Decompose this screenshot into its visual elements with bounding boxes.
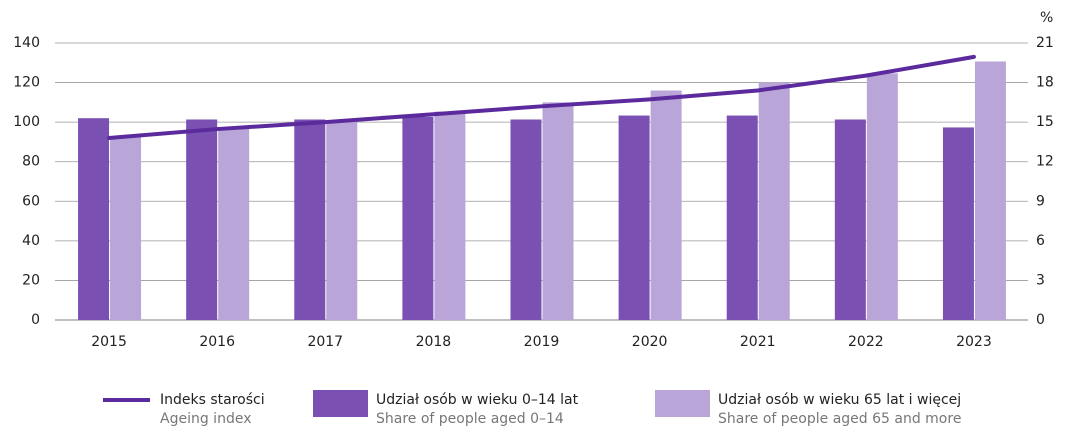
- legend-swatch: [313, 390, 368, 417]
- bar: [110, 136, 142, 320]
- y-tick-label: 0: [31, 312, 40, 328]
- bar: [218, 128, 250, 320]
- y2-tick-label: 21: [1036, 35, 1054, 51]
- bar: [402, 116, 434, 320]
- bar: [326, 120, 358, 320]
- legend-swatch: [655, 390, 710, 417]
- bar: [726, 115, 758, 320]
- x-tick-label: 2018: [416, 334, 452, 350]
- legend-label: Indeks starości: [160, 392, 265, 408]
- y-tick-label: 60: [22, 193, 40, 209]
- legend-label: Udział osób w wieku 65 lat i więcej: [718, 392, 961, 408]
- bar: [866, 73, 898, 320]
- x-tick-label: 2015: [91, 334, 127, 350]
- y2-tick-label: 6: [1036, 233, 1045, 249]
- x-tick-label: 2020: [632, 334, 668, 350]
- y-tick-label: 120: [13, 75, 40, 91]
- legend-label-en: Share of people aged 0–14: [376, 411, 564, 427]
- bar: [834, 119, 866, 320]
- bar: [758, 82, 790, 320]
- bar: [78, 118, 110, 320]
- x-tick-label: 2021: [740, 334, 776, 350]
- x-tick-label: 2019: [524, 334, 560, 350]
- legend-label: Udział osób w wieku 0–14 lat: [376, 392, 579, 408]
- bar: [618, 115, 650, 320]
- y2-tick-label: 12: [1036, 154, 1054, 170]
- y-tick-label: 80: [22, 154, 40, 170]
- bar: [510, 119, 542, 320]
- bar: [542, 102, 574, 320]
- y-tick-label: 40: [22, 233, 40, 249]
- y2-unit: %: [1040, 10, 1053, 26]
- y-tick-label: 140: [13, 35, 40, 51]
- y-tick-label: 20: [22, 272, 40, 288]
- y2-tick-label: 3: [1036, 272, 1045, 288]
- y2-tick-label: 15: [1036, 114, 1054, 130]
- bar: [186, 119, 218, 320]
- x-tick-label: 2017: [307, 334, 343, 350]
- bar: [650, 90, 682, 320]
- legend-label-en: Ageing index: [160, 411, 251, 427]
- bar: [974, 61, 1006, 320]
- legend-label-en: Share of people aged 65 and more: [718, 411, 961, 427]
- bar: [294, 119, 326, 320]
- x-tick-label: 2022: [848, 334, 884, 350]
- y2-tick-label: 18: [1036, 75, 1054, 91]
- x-tick-label: 2023: [956, 334, 992, 350]
- bar: [942, 127, 974, 321]
- y2-tick-label: 0: [1036, 312, 1045, 328]
- x-tick-label: 2016: [199, 334, 235, 350]
- y2-tick-label: 9: [1036, 193, 1045, 209]
- line: [107, 54, 976, 140]
- y-tick-label: 100: [13, 114, 40, 130]
- bar: [434, 111, 466, 320]
